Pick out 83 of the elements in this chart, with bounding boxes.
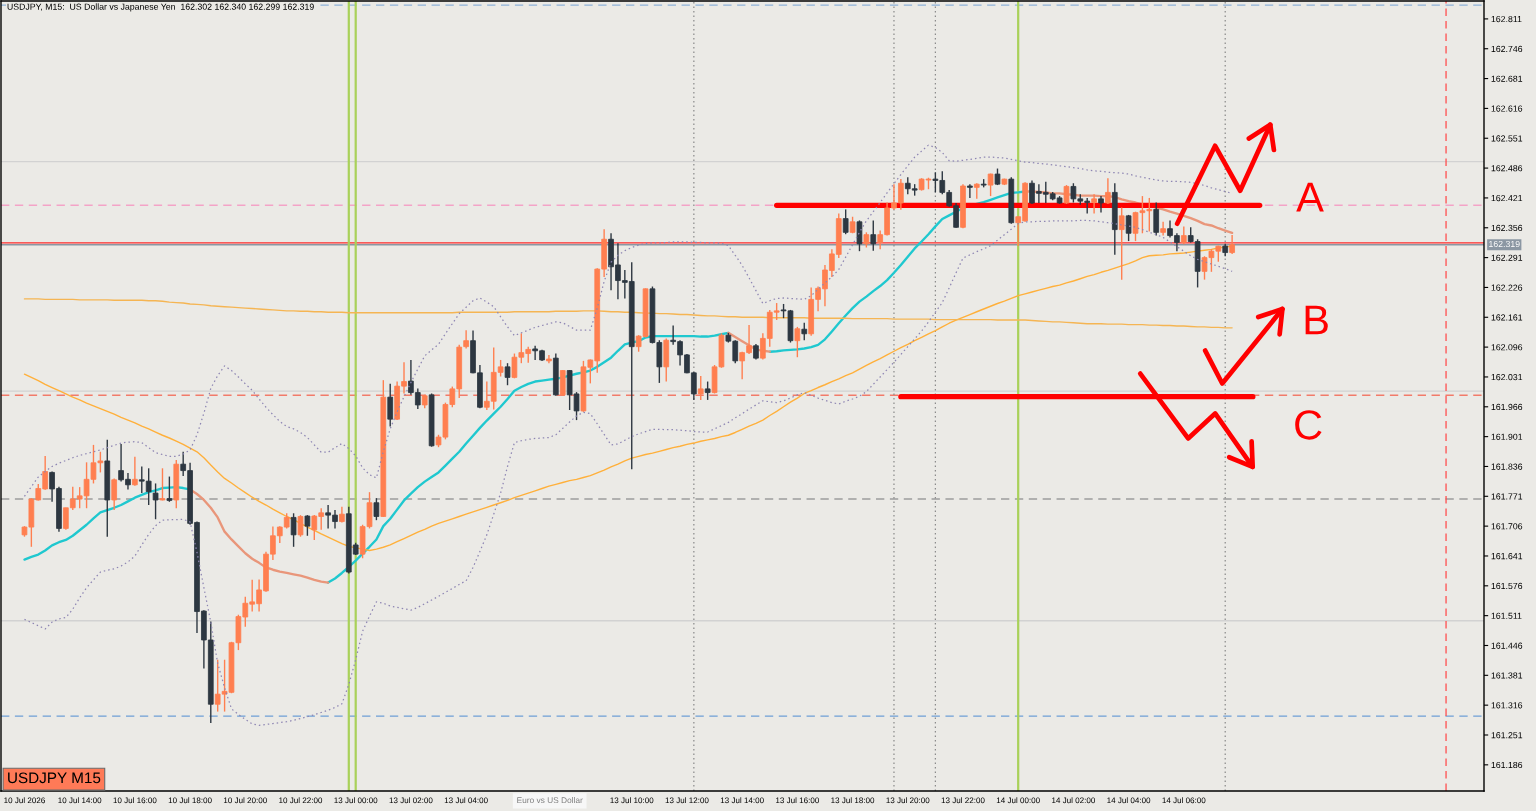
candlestick xyxy=(373,497,380,521)
text: Euro vs US Dollar xyxy=(517,796,583,804)
candlestick xyxy=(1098,195,1104,214)
y-tick-label: 161.966 xyxy=(1491,403,1523,411)
candlestick xyxy=(967,183,973,199)
candlestick xyxy=(166,475,173,503)
x-tick-label: 14 Jul 06:00 xyxy=(1162,797,1206,804)
x-tick-label: 10 Jul 16:00 xyxy=(113,797,157,804)
x-tick-label: 10 Jul 2026 xyxy=(4,797,45,804)
candlestick xyxy=(297,514,304,538)
candlestick xyxy=(304,514,311,537)
y-tick-label: 161.511 xyxy=(1491,612,1522,619)
y-tick-label: 161.771 xyxy=(1491,493,1523,500)
y-tick-label: 162.486 xyxy=(1491,165,1523,172)
x-tick-label: 13 Jul 10:00 xyxy=(610,797,654,804)
annotation: A xyxy=(1296,182,1324,212)
y-tick-label: 162.811 xyxy=(1491,15,1522,23)
x-tick-label: 10 Jul 22:00 xyxy=(279,797,323,804)
y-tick-label: 161.576 xyxy=(1491,582,1523,590)
y-tick-label: 162.161 xyxy=(1491,314,1523,321)
candlestick xyxy=(1125,214,1132,242)
x-tick-label: 14 Jul 02:00 xyxy=(1052,797,1096,804)
candlestick xyxy=(387,383,394,428)
x-tick-label: 14 Jul 04:00 xyxy=(1107,797,1151,804)
candlestick xyxy=(159,467,166,502)
candlestick xyxy=(842,208,849,235)
y-tick-label: 162.291 xyxy=(1491,254,1523,261)
x-tick-label: 13 Jul 00:00 xyxy=(334,797,378,804)
y-tick-label: 162.031 xyxy=(1491,374,1523,381)
candlestick xyxy=(1153,201,1160,237)
ref-line-label: 162.319 xyxy=(1489,240,1520,248)
candlestick xyxy=(1118,206,1125,281)
y-tick-label: 161.641 xyxy=(1491,553,1523,560)
y-tick-label: 162.681 xyxy=(1491,75,1523,82)
y-tick-label: 161.251 xyxy=(1491,732,1523,739)
y-tick-label: 162.356 xyxy=(1491,224,1523,232)
y-tick-label: 161.316 xyxy=(1491,702,1523,709)
y-tick-label: 162.421 xyxy=(1491,194,1523,202)
x-tick-label: 13 Jul 04:00 xyxy=(444,797,488,804)
candlestick xyxy=(870,219,877,252)
y-tick-label: 161.836 xyxy=(1491,463,1523,470)
y-tick-label: 162.551 xyxy=(1491,135,1523,142)
candlestick xyxy=(1160,221,1166,237)
candlestick xyxy=(794,326,801,358)
x-tick-label: 14 Jul 00:00 xyxy=(996,797,1040,804)
x-tick-label: 13 Jul 16:00 xyxy=(776,797,819,804)
annotation: USDJPY M15 xyxy=(8,772,101,784)
x-tick-label: 13 Jul 14:00 xyxy=(720,797,764,804)
candlestick xyxy=(132,456,138,487)
y-tick-label: 162.616 xyxy=(1491,105,1523,112)
x-tick-label: 10 Jul 18:00 xyxy=(168,797,212,804)
annotation: B xyxy=(1305,305,1328,335)
chart-title: USDJPY, M15: US Dollar vs Japanese Yen 162.302 162.340 162.299 162.319 xyxy=(7,3,314,12)
y-tick-label: 161.446 xyxy=(1491,642,1523,649)
line-series xyxy=(23,144,1233,497)
candlestick xyxy=(1063,184,1070,205)
x-tick-label: 10 Jul 14:00 xyxy=(58,797,102,804)
x-tick-label: 13 Jul 20:00 xyxy=(886,797,930,804)
y-tick-label: 161.381 xyxy=(1491,672,1523,679)
x-tick-label: 13 Jul 02:00 xyxy=(389,797,433,804)
y-tick-label: 162.226 xyxy=(1491,284,1523,291)
y-tick-label: 161.186 xyxy=(1491,761,1523,769)
candlestick xyxy=(987,172,994,197)
candlestick xyxy=(152,482,159,520)
x-tick-label: 10 Jul 20:00 xyxy=(223,797,267,804)
candlestick xyxy=(504,362,511,386)
candlestick xyxy=(290,512,297,548)
x-tick-label: 13 Jul 22:00 xyxy=(941,797,985,804)
x-tick-label: 13 Jul 12:00 xyxy=(665,797,709,804)
y-tick-label: 162.746 xyxy=(1491,45,1523,52)
line-series xyxy=(23,298,1233,329)
x-tick-label: 13 Jul 18:00 xyxy=(831,797,875,804)
candlestick xyxy=(111,477,118,511)
y-tick-label: 162.096 xyxy=(1491,344,1523,351)
candlestick xyxy=(1229,234,1235,255)
candlestick xyxy=(704,380,711,401)
annotation: C xyxy=(1295,410,1322,440)
candlestick xyxy=(697,375,704,401)
candlestick xyxy=(856,219,863,252)
candlestick xyxy=(1091,193,1097,215)
candlestick xyxy=(1105,177,1111,205)
y-tick-label: 161.901 xyxy=(1491,433,1523,440)
y-tick-label: 161.706 xyxy=(1491,523,1523,530)
